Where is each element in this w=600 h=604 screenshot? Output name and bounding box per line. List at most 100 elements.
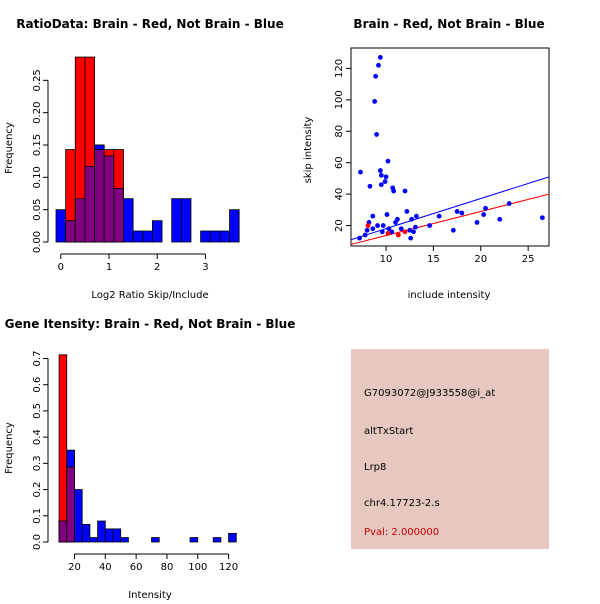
- ratio-histogram-bar-not-brain: [123, 198, 134, 243]
- ratio-histogram-bar-not-brain: [200, 230, 211, 243]
- intensity-histogram-y-tick-label: 0.2: [32, 482, 43, 498]
- scatter-point-not-brain: [373, 73, 379, 79]
- scatter-fit-line-not-brain: [350, 176, 550, 241]
- scatter-point-not-brain: [377, 168, 383, 173]
- intensity-histogram-bar-brain: [58, 354, 68, 543]
- scatter-panel: Brain - Red, Not Brain - Blue include in…: [303, 17, 550, 301]
- scatter-point-not-brain: [362, 232, 368, 238]
- scatter-point-not-brain: [436, 213, 442, 219]
- scatter-point-not-brain: [413, 213, 419, 219]
- intensity-histogram-bar-not-brain: [228, 532, 237, 543]
- ratio-histogram-bar-not-brain: [171, 198, 182, 243]
- scatter-point-not-brain: [474, 220, 480, 225]
- scatter-x-tick-label: 10: [380, 254, 393, 265]
- scatter-x-tick-label: 25: [522, 254, 535, 265]
- scatter-y-tick-label: 20: [334, 219, 345, 232]
- scatter-point-not-brain: [402, 188, 408, 194]
- scatter-point-not-brain: [408, 235, 414, 241]
- scatter-point-not-brain: [372, 99, 378, 104]
- intensity-histogram-y-tick-label: 0.4: [32, 429, 43, 445]
- scatter-fit-line-brain: [350, 193, 550, 245]
- scatter-fit-lines: [350, 176, 550, 245]
- ratio-histogram-xlabel: Log2 Ratio Skip/Include: [91, 290, 208, 301]
- ratio-histogram-bar-not-brain: [142, 230, 153, 243]
- scatter-point-not-brain: [386, 226, 392, 232]
- ratio-histogram-bar-overlap: [74, 198, 86, 243]
- scatter-point-not-brain: [450, 227, 456, 233]
- scatter-point-not-brain: [539, 215, 545, 221]
- scatter-point-not-brain: [374, 132, 379, 137]
- scatter-point-not-brain: [364, 227, 370, 233]
- intensity-histogram-bar-not-brain: [151, 537, 160, 543]
- info-panel-background: [351, 349, 549, 549]
- ratio-histogram-bar-not-brain: [132, 230, 144, 243]
- ratio-histogram-title: RatioData: Brain - Red, Not Brain - Blue: [16, 17, 283, 31]
- intensity-histogram-y-tick-label: 0.0: [32, 534, 43, 550]
- scatter-point-not-brain: [358, 169, 363, 175]
- scatter-y-tick-label: 60: [334, 156, 345, 169]
- ratio-histogram-bar-overlap: [113, 187, 124, 243]
- info-gene: Lrp8: [364, 462, 386, 473]
- intensity-histogram-bar-not-brain: [74, 489, 83, 543]
- ratio-histogram-axes: 0 1 2 3 0.00 0.05 0.10 0.15 0.20 0.25: [32, 69, 209, 273]
- scatter-point-not-brain: [380, 223, 386, 228]
- scatter-point-brain: [365, 223, 371, 228]
- scatter-point-not-brain: [376, 62, 381, 68]
- scatter-point-not-brain: [506, 201, 512, 206]
- ratio-histogram-bars: [55, 56, 240, 243]
- intensity-histogram-bar-not-brain: [81, 524, 91, 543]
- scatter-point-not-brain: [370, 213, 376, 219]
- scatter-y-tick-label: 40: [334, 188, 345, 201]
- ratio-histogram-y-tick-label: 0.00: [32, 231, 43, 253]
- ratio-histogram-y-tick-label: 0.10: [32, 166, 43, 188]
- scatter-point-not-brain: [383, 174, 389, 180]
- scatter-y-tick-label: 100: [334, 90, 345, 109]
- scatter-point-not-brain: [367, 183, 373, 189]
- ratio-histogram-bar-not-brain: [152, 220, 163, 243]
- scatter-point-not-brain: [377, 55, 383, 60]
- intensity-histogram-axes: 20 40 60 80 100 120 0.0 0.1 0.2 0.3 0.4 0.5 0.6 0.7: [32, 351, 238, 573]
- info-event-type: altTxStart: [364, 426, 413, 437]
- intensity-histogram-bar-overlap: [58, 520, 68, 543]
- scatter-point-not-brain: [382, 179, 388, 184]
- info-panel: G7093072@J933558@i_at altTxStart Lrp8 ch…: [351, 349, 549, 549]
- scatter-point-not-brain: [384, 212, 390, 217]
- ratio-histogram-bar-not-brain: [55, 209, 67, 243]
- scatter-xlabel: include intensity: [408, 290, 491, 301]
- scatter-point-not-brain: [413, 224, 418, 230]
- scatter-point-not-brain: [398, 226, 404, 232]
- ratio-histogram-bar-not-brain: [229, 209, 240, 243]
- intensity-histogram-x-tick-label: 40: [99, 562, 112, 573]
- scatter-point-not-brain: [483, 205, 488, 211]
- intensity-histogram-y-tick-label: 0.6: [32, 377, 43, 393]
- intensity-histogram-bar-not-brain: [120, 537, 129, 543]
- intensity-histogram-x-tick-label: 60: [130, 562, 143, 573]
- ratio-histogram-bar-overlap: [65, 220, 76, 243]
- scatter-point-not-brain: [407, 227, 413, 233]
- intensity-histogram-bar-not-brain: [104, 528, 114, 543]
- scatter-point-not-brain: [427, 223, 433, 228]
- ratio-histogram-bar-not-brain: [209, 230, 221, 243]
- intensity-histogram-x-tick-label: 100: [188, 562, 207, 573]
- scatter-point-not-brain: [370, 226, 376, 232]
- ratio-histogram-panel: RatioData: Brain - Red, Not Brain - Blue…: [4, 17, 284, 301]
- intensity-histogram-bar-not-brain: [89, 537, 99, 543]
- scatter-point-brain: [402, 229, 408, 235]
- scatter-point-not-brain: [391, 188, 397, 194]
- intensity-histogram-y-tick-label: 0.7: [32, 351, 43, 367]
- scatter-point-not-brain: [378, 182, 384, 188]
- intensity-histogram-bar-overlap: [66, 466, 75, 543]
- info-location: chr4.17723-2.s: [364, 498, 440, 509]
- intensity-histogram-xlabel: Intensity: [128, 590, 172, 600]
- scatter-point-not-brain: [379, 229, 385, 235]
- scatter-plot-box: [350, 47, 550, 247]
- scatter-x-tick-label: 15: [427, 254, 440, 265]
- scatter-point-not-brain: [395, 216, 400, 222]
- scatter-axes: 10 15 20 25 20 40 60 80 100 120: [334, 59, 535, 265]
- intensity-histogram-y-tick-label: 0.5: [32, 403, 43, 419]
- scatter-points: [357, 55, 545, 241]
- scatter-point-brain: [385, 231, 391, 236]
- ratio-histogram-x-tick-label: 2: [154, 262, 160, 273]
- scatter-point-not-brain: [497, 216, 503, 222]
